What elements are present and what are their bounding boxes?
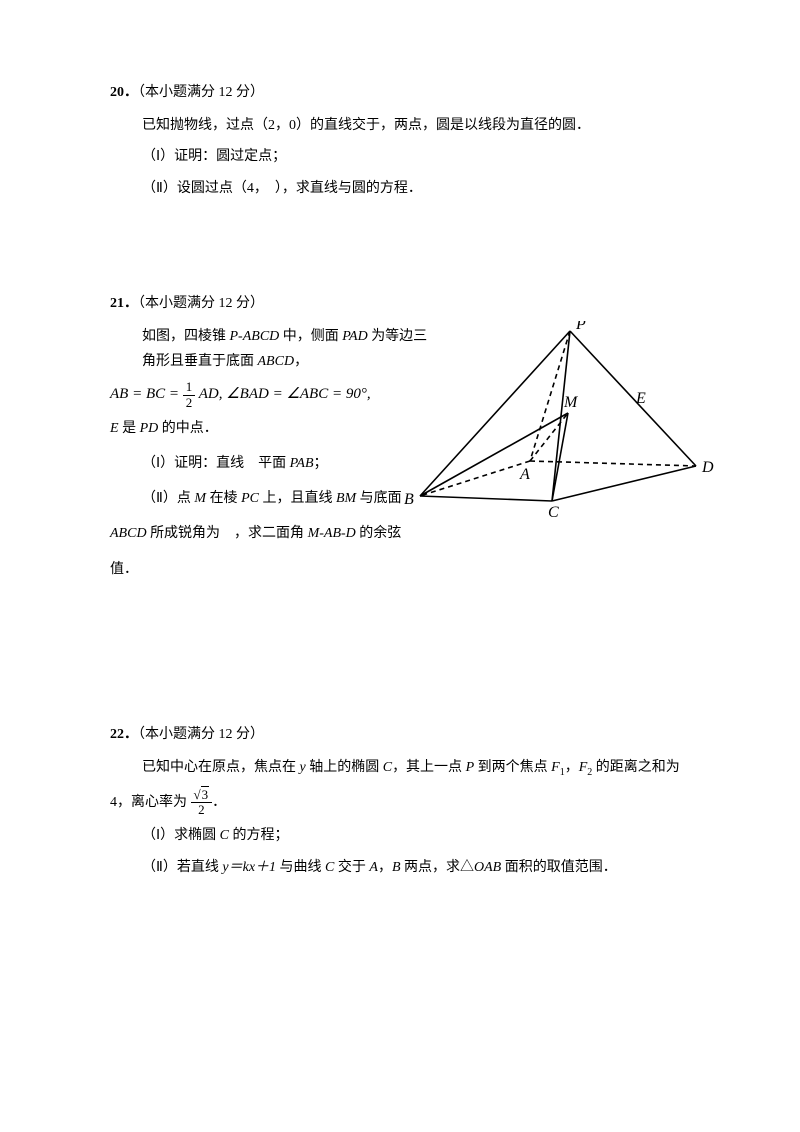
frac-num: √3: [191, 788, 213, 803]
t: 的方程；: [229, 828, 289, 843]
problem-21-line3: E 是 PD 的中点．: [110, 416, 430, 441]
text-span: 的余弦: [356, 526, 402, 541]
eq-ykx: y＝kx＋1: [222, 860, 276, 875]
var-pab: PAB: [290, 456, 314, 471]
text-span: （Ⅱ）点: [142, 491, 194, 506]
var-c: C: [325, 860, 334, 875]
problem-21-part2c: 值．: [110, 557, 430, 582]
var-pd: PD: [140, 421, 159, 436]
var-c: C: [220, 828, 229, 843]
problem-20-body: 已知抛物线，过点（2，0）的直线交于，两点，圆是以线段为直径的圆． （Ⅰ）证明：…: [110, 113, 700, 201]
t: ，其上一点: [392, 760, 466, 775]
t: 到两个焦点: [474, 760, 551, 775]
problem-20-line1: 已知抛物线，过点（2，0）的直线交于，两点，圆是以线段为直径的圆．: [142, 113, 700, 138]
var-pabcd: P-ABCD: [230, 329, 280, 344]
var-bm: BM: [336, 491, 356, 506]
text-span: 在棱: [206, 491, 241, 506]
text-span: 的中点．: [158, 421, 218, 436]
problem-21-math: AB = BC = 12 AD, ∠BAD = ∠ABC = 90°,: [110, 380, 430, 410]
var-pc: PC: [241, 491, 259, 506]
problem-20-part1: （Ⅰ）证明：圆过定点；: [142, 144, 700, 169]
text-span: 与底面: [356, 491, 402, 506]
var-pad: PAD: [342, 329, 367, 344]
t: 交于: [334, 860, 369, 875]
t: 的距离之和为: [592, 760, 680, 775]
svg-text:C: C: [548, 504, 559, 521]
svg-text:A: A: [519, 466, 530, 483]
text-span: ，: [294, 354, 308, 369]
math-mid: AD, ∠BAD = ∠ABC = 90°,: [195, 387, 370, 403]
text-span: 是: [119, 421, 140, 436]
var-a: A: [369, 860, 378, 875]
text-span: （Ⅰ）证明：直线 平面: [142, 456, 290, 471]
var-f2: F: [579, 760, 588, 775]
problem-22-part1: （Ⅰ）求椭圆 C 的方程；: [142, 823, 700, 848]
problem-22-part2: （Ⅱ）若直线 y＝kx＋1 与曲线 C 交于 A，B 两点，求△OAB 面积的取…: [142, 855, 700, 880]
text-span: ；: [314, 456, 328, 471]
problem-22-line1: 已知中心在原点，焦点在 y 轴上的椭圆 C，其上一点 P 到两个焦点 F1，F2…: [142, 755, 700, 782]
problem-22-line2: 4，离心率为 √3 2 ．: [110, 788, 700, 818]
problem-22-header: 22．（本小题满分 12 分）: [110, 722, 700, 747]
t: 两点，求△: [401, 860, 475, 875]
t: 轴上的椭圆: [306, 760, 383, 775]
var-abcd: ABCD: [258, 354, 295, 369]
var-p: P: [466, 760, 475, 775]
t: ，: [565, 760, 579, 775]
t: 面积的取值范围．: [501, 860, 617, 875]
t: ，: [378, 860, 392, 875]
problem-20-points: （本小题满分 12 分）: [138, 85, 264, 100]
frac-den: 2: [191, 803, 213, 817]
var-c: C: [383, 760, 392, 775]
problem-21-points: （本小题满分 12 分）: [138, 296, 264, 311]
problem-20: 20．（本小题满分 12 分） 已知抛物线，过点（2，0）的直线交于，两点，圆是…: [110, 80, 700, 201]
problem-22-number: 22．: [110, 727, 138, 742]
problem-22-body: 已知中心在原点，焦点在 y 轴上的椭圆 C，其上一点 P 到两个焦点 F1，F2…: [110, 755, 700, 880]
var-e: E: [110, 421, 119, 436]
var-f1: F: [551, 760, 560, 775]
problem-21-header: 21．（本小题满分 12 分）: [110, 291, 700, 316]
text-span: 如图，四棱锥: [142, 329, 230, 344]
svg-text:M: M: [563, 394, 579, 411]
pyramid-svg: P E M A B C D: [400, 321, 720, 521]
text-span: 上，且直线: [259, 491, 336, 506]
svg-text:P: P: [575, 321, 586, 333]
var-oab: OAB: [474, 860, 501, 875]
var-b: B: [392, 860, 401, 875]
problem-22-points: （本小题满分 12 分）: [138, 727, 264, 742]
problem-22: 22．（本小题满分 12 分） 已知中心在原点，焦点在 y 轴上的椭圆 C，其上…: [110, 722, 700, 880]
t: 已知中心在原点，焦点在: [142, 760, 300, 775]
frac-den: 2: [183, 396, 196, 410]
problem-20-part2: （Ⅱ）设圆过点（4， ），求直线与圆的方程．: [142, 176, 700, 201]
problem-21-part1: （Ⅰ）证明：直线 平面 PAB；: [142, 451, 430, 476]
text-span: 所成锐角为 ，求二面角: [147, 526, 308, 541]
t: 4，离心率为: [110, 795, 187, 810]
problem-20-number: 20．: [110, 85, 138, 100]
t: （Ⅰ）求椭圆: [142, 828, 220, 843]
pyramid-figure: P E M A B C D: [400, 321, 720, 530]
var-m: M: [194, 491, 206, 506]
t: ．: [212, 795, 226, 810]
problem-21: 21．（本小题满分 12 分） 如图，四棱锥 P-ABCD 中，侧面 PAD 为…: [110, 291, 700, 582]
svg-text:D: D: [701, 459, 714, 476]
problem-20-header: 20．（本小题满分 12 分）: [110, 80, 700, 105]
t: 与曲线: [276, 860, 325, 875]
fraction-half: 12: [183, 380, 196, 410]
frac-num: 1: [183, 380, 196, 395]
var-mabd: M-AB-D: [308, 526, 356, 541]
svg-text:E: E: [635, 390, 646, 407]
problem-21-part2a: （Ⅱ）点 M 在棱 PC 上，且直线 BM 与底面: [142, 486, 430, 511]
text-span: 中，侧面: [279, 329, 342, 344]
svg-text:B: B: [404, 491, 414, 508]
problem-21-number: 21．: [110, 296, 138, 311]
t: （Ⅱ）若直线: [142, 860, 222, 875]
var-abcd2: ABCD: [110, 526, 147, 541]
eccentricity-frac: √3 2: [191, 788, 213, 818]
problem-21-line1: 如图，四棱锥 P-ABCD 中，侧面 PAD 为等边三角形且垂直于底面 ABCD…: [142, 324, 430, 374]
problem-21-part2b: ABCD 所成锐角为 ，求二面角 M-AB-D 的余弦: [110, 521, 430, 546]
math-prefix: AB = BC =: [110, 387, 183, 403]
problem-21-body: 如图，四棱锥 P-ABCD 中，侧面 PAD 为等边三角形且垂直于底面 ABCD…: [110, 324, 430, 582]
